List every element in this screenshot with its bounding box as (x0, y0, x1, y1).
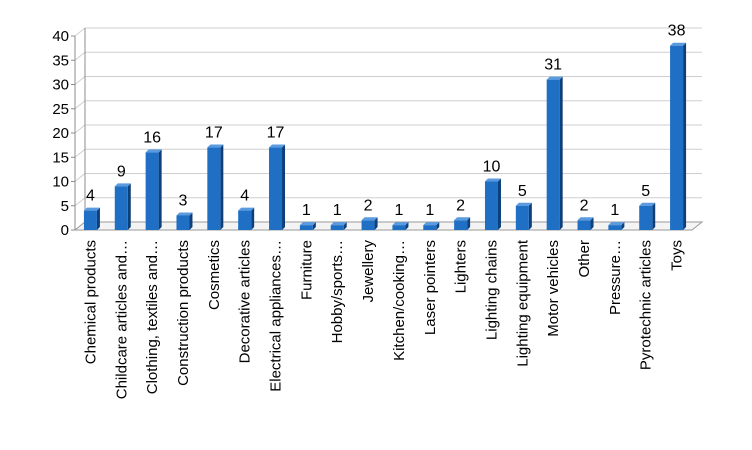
bar (454, 217, 471, 230)
y-tick-label: 30 (52, 77, 69, 94)
bar (670, 42, 687, 231)
y-tick-label: 40 (52, 28, 69, 45)
x-tick-label: Motor vehicles (545, 240, 562, 337)
x-tick-label: Construction products (175, 240, 192, 386)
y-tick-label: 20 (52, 125, 69, 142)
bar (361, 217, 378, 230)
bar (546, 76, 563, 231)
bar (608, 222, 625, 230)
bar (639, 202, 656, 230)
x-tick-label: Toys (669, 240, 686, 271)
gridline (74, 51, 702, 61)
data-label: 4 (86, 188, 95, 205)
x-tick-label: Lighting chains (483, 240, 500, 340)
gridline (74, 148, 702, 158)
bar (577, 217, 594, 230)
data-label: 1 (333, 202, 342, 219)
y-tick-label: 25 (52, 101, 69, 118)
data-label: 38 (668, 23, 686, 40)
data-label: 1 (394, 202, 403, 219)
axes (71, 28, 704, 231)
x-tick-labels: Chemical products Childcare articles and…… (82, 239, 685, 399)
bar (392, 222, 409, 230)
x-tick-label: Laser pointers (422, 240, 439, 335)
bars (83, 42, 687, 231)
bar (423, 222, 440, 230)
data-label: 16 (143, 129, 161, 146)
data-label: 1 (302, 202, 311, 219)
data-label: 10 (483, 159, 501, 176)
bar (299, 222, 316, 230)
bar (269, 144, 286, 230)
gridline (74, 173, 702, 182)
x-tick-label: Childcare articles and… (113, 240, 130, 399)
x-tick-label: Pressure… (607, 240, 624, 315)
x-tick-label: Decorative articles (237, 240, 254, 363)
bar (176, 212, 193, 230)
x-tick-label: Cosmetics (206, 240, 223, 310)
chart-floor (73, 221, 704, 231)
data-label: 3 (179, 192, 188, 209)
gridline (74, 124, 702, 134)
x-tick-label: Clothing, textiles and… (144, 240, 161, 394)
x-tick-label: Hobby/sports… (329, 240, 346, 343)
data-label: 2 (580, 197, 589, 214)
y-tick-label: 0 (61, 222, 69, 239)
bar (83, 207, 100, 230)
data-labels: 4 9 16 3 17 4 17 1 1 2 1 1 2 10 5 31 2 1 5 38 (86, 23, 686, 219)
data-label: 5 (641, 183, 650, 200)
y-tick-labels: 0 5 10 15 20 25 30 35 40 (52, 28, 69, 239)
data-label: 31 (544, 57, 562, 74)
x-tick-label: Lighting equipment (514, 239, 531, 367)
bar (484, 178, 501, 230)
x-tick-label: Jewellery (360, 240, 377, 303)
x-tick-label: Lighters (453, 240, 470, 293)
bar (145, 149, 162, 230)
x-tick-label: Electrical appliances… (268, 240, 285, 392)
bar (515, 202, 532, 230)
grid-lines (74, 27, 702, 231)
bar (207, 144, 224, 230)
data-label: 1 (425, 202, 434, 219)
data-label: 17 (205, 125, 223, 142)
gridline (74, 197, 702, 207)
x-tick-label: Other (576, 240, 593, 278)
gridline (74, 76, 702, 85)
data-label: 2 (364, 197, 373, 214)
y-tick-label: 5 (61, 198, 69, 215)
gridline (74, 100, 702, 110)
bar (238, 207, 255, 230)
y-tick-label: 10 (52, 174, 69, 191)
data-label: 17 (267, 125, 285, 142)
x-tick-label: Chemical products (82, 240, 99, 364)
bar (114, 183, 131, 230)
x-tick-label: Kitchen/cooking… (391, 240, 408, 361)
y-tick-label: 35 (52, 52, 69, 69)
data-label: 4 (240, 188, 249, 205)
y-tick-label: 15 (52, 149, 69, 166)
data-label: 1 (610, 202, 619, 219)
data-label: 5 (518, 183, 527, 200)
x-tick-label: Furniture (298, 240, 315, 300)
data-label: 2 (456, 197, 465, 214)
x-tick-label: Pyrotechnic articles (638, 240, 655, 370)
gridline (74, 27, 702, 37)
bar (330, 222, 347, 230)
data-label: 9 (117, 163, 126, 180)
